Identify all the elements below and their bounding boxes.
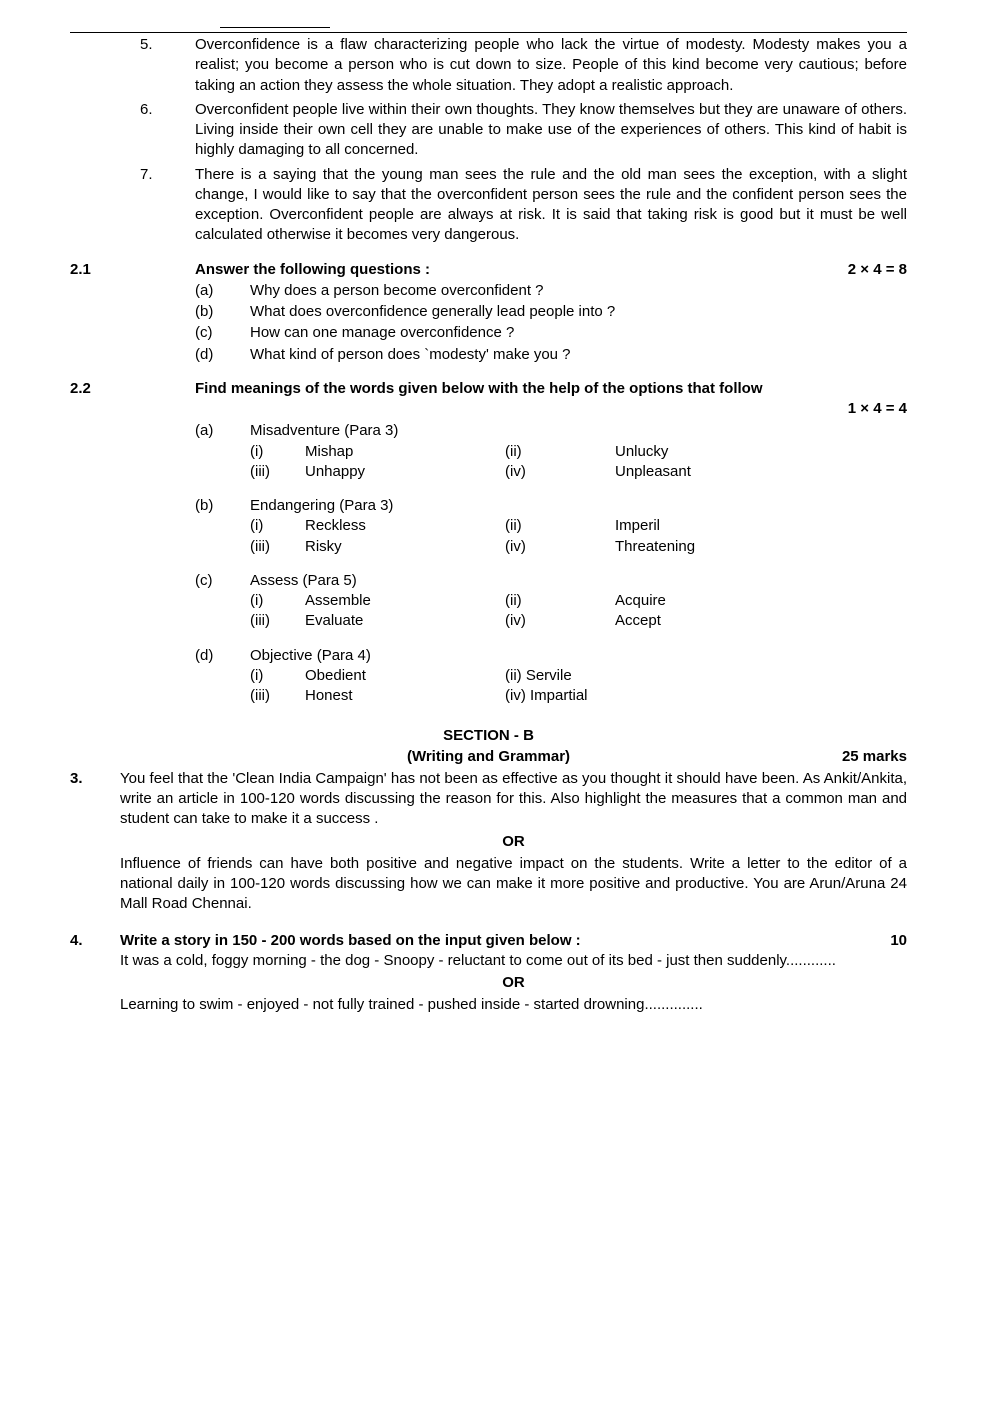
opt-num: (ii) Servile — [505, 666, 615, 686]
sub-label: (b) — [195, 496, 250, 516]
opt-num: (ii) — [505, 591, 615, 611]
question-text: You feel that the 'Clean India Campaign'… — [120, 769, 907, 830]
para-number: 5. — [140, 35, 195, 96]
opt-text — [615, 686, 907, 706]
opt-num: (iii) — [250, 686, 305, 706]
opt-text: Acquire — [615, 591, 907, 611]
opt-text: Risky — [305, 537, 505, 557]
opt-text: Honest — [305, 686, 505, 706]
opt-text: Threatening — [615, 537, 907, 557]
divider-short — [220, 27, 330, 28]
passage-5: 5. Overconfidence is a flaw characterizi… — [70, 35, 907, 96]
opt-text: Accept — [615, 611, 907, 631]
question-number: 3. — [70, 769, 120, 915]
sub-label: (d) — [195, 646, 250, 666]
opt-num: (iv) — [505, 462, 615, 482]
section-b-marks: 25 marks — [827, 747, 907, 767]
sub-label: (a) — [195, 421, 250, 441]
question-marks: 1 × 4 = 4 — [195, 399, 907, 419]
divider-top — [70, 32, 907, 33]
sub-label: (d) — [195, 345, 250, 365]
sub-text: Why does a person become overconfident ? — [250, 281, 907, 301]
opt-num: (iv) — [505, 537, 615, 557]
para-text: There is a saying that the young man see… — [195, 165, 907, 246]
opt-num: (i) — [250, 516, 305, 536]
opt-text: Imperil — [615, 516, 907, 536]
opt-text: Assemble — [305, 591, 505, 611]
question-alt-text: Learning to swim - enjoyed - not fully t… — [120, 995, 907, 1015]
opt-num: (iii) — [250, 537, 305, 557]
opt-text: Obedient — [305, 666, 505, 686]
opt-text: Unhappy — [305, 462, 505, 482]
opt-text: Reckless — [305, 516, 505, 536]
sub-text: What does overconfidence generally lead … — [250, 302, 907, 322]
opt-text: Evaluate — [305, 611, 505, 631]
or-divider: OR — [120, 973, 907, 993]
vocab-b: (b)Endangering (Para 3) (i)Reckless(ii)I… — [195, 496, 907, 557]
vocab-title: Misadventure (Para 3) — [250, 421, 398, 441]
para-number: 6. — [140, 100, 195, 161]
vocab-d: (d)Objective (Para 4) (i)Obedient(ii) Se… — [195, 646, 907, 707]
question-heading: Answer the following questions : — [195, 260, 430, 280]
para-text: Overconfidence is a flaw characterizing … — [195, 35, 907, 96]
para-number: 7. — [140, 165, 195, 246]
opt-num: (ii) — [505, 442, 615, 462]
opt-num: (i) — [250, 666, 305, 686]
question-marks: 2 × 4 = 8 — [848, 260, 907, 280]
question-alt-text: Influence of friends can have both posit… — [120, 854, 907, 915]
question-heading: Find meanings of the words given below w… — [195, 379, 907, 399]
section-b-sub: (Writing and Grammar) — [150, 747, 827, 767]
question-2-1: 2.1 Answer the following questions : 2 ×… — [70, 260, 907, 365]
vocab-a: (a)Misadventure (Para 3) (i)Mishap(ii)Un… — [195, 421, 907, 482]
sub-label: (a) — [195, 281, 250, 301]
opt-text: Mishap — [305, 442, 505, 462]
opt-num: (i) — [250, 442, 305, 462]
opt-num: (iv) Impartial — [505, 686, 615, 706]
question-heading: Write a story in 150 - 200 words based o… — [120, 931, 581, 951]
opt-num: (ii) — [505, 516, 615, 536]
sub-text: How can one manage overconfidence ? — [250, 323, 907, 343]
question-3: 3. You feel that the 'Clean India Campai… — [70, 769, 907, 915]
sub-text: What kind of person does `modesty' make … — [250, 345, 907, 365]
opt-text: Unpleasant — [615, 462, 907, 482]
passage-6: 6. Overconfident people live within thei… — [70, 100, 907, 161]
question-number: 2.1 — [70, 260, 195, 365]
question-marks: 10 — [890, 931, 907, 951]
question-text: It was a cold, foggy morning - the dog -… — [120, 951, 907, 971]
opt-num: (i) — [250, 591, 305, 611]
vocab-title: Objective (Para 4) — [250, 646, 371, 666]
question-2-2: 2.2 Find meanings of the words given bel… — [70, 379, 907, 707]
vocab-c: (c)Assess (Para 5) (i)Assemble(ii)Acquir… — [195, 571, 907, 632]
sub-label: (c) — [195, 323, 250, 343]
vocab-title: Endangering (Para 3) — [250, 496, 393, 516]
or-divider: OR — [120, 832, 907, 852]
sub-label: (b) — [195, 302, 250, 322]
question-number: 2.2 — [70, 379, 195, 707]
question-4: 4. Write a story in 150 - 200 words base… — [70, 931, 907, 1016]
opt-text: Unlucky — [615, 442, 907, 462]
section-b-title: SECTION - B — [70, 726, 907, 746]
sub-label: (c) — [195, 571, 250, 591]
question-number: 4. — [70, 931, 120, 1016]
passage-7: 7. There is a saying that the young man … — [70, 165, 907, 246]
vocab-title: Assess (Para 5) — [250, 571, 357, 591]
opt-num: (iii) — [250, 462, 305, 482]
para-text: Overconfident people live within their o… — [195, 100, 907, 161]
opt-num: (iii) — [250, 611, 305, 631]
opt-text — [615, 666, 907, 686]
opt-num: (iv) — [505, 611, 615, 631]
